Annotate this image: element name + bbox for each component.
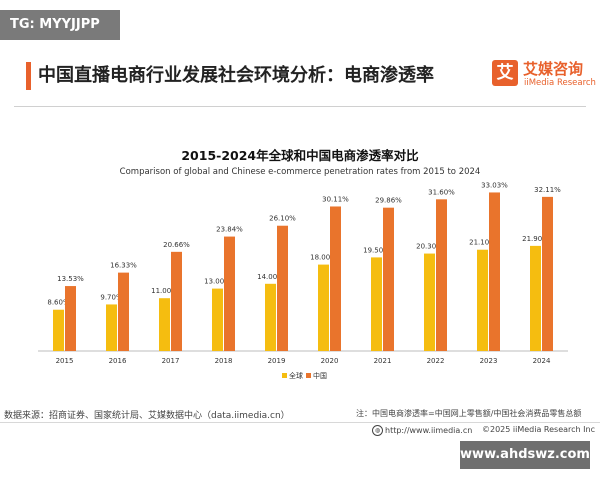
data-label-global-2020: 18.00% xyxy=(310,254,337,262)
data-label-global-2018: 13.00% xyxy=(204,278,231,286)
x-tick-label-2015: 2015 xyxy=(56,357,74,365)
x-tick-label-2016: 2016 xyxy=(109,357,127,365)
data-label-china-2016: 16.33% xyxy=(110,262,137,270)
x-tick-label-2024: 2024 xyxy=(533,357,551,365)
bar-global-2024 xyxy=(530,245,541,351)
globe-icon: ◍ xyxy=(372,425,383,436)
chart-title: 2015-2024年全球和中国电商渗透率对比 xyxy=(181,148,419,163)
data-label-global-2019: 14.00% xyxy=(257,273,284,281)
x-tick-label-2021: 2021 xyxy=(374,357,392,365)
x-tick-label-2023: 2023 xyxy=(480,357,498,365)
bar-global-2016 xyxy=(106,304,117,351)
data-label-global-2016: 9.70% xyxy=(100,293,123,301)
data-label-global-2021: 19.50% xyxy=(363,246,390,254)
chart-subtitle: Comparison of global and Chinese e-comme… xyxy=(119,167,481,177)
footer-link[interactable]: ◍ http://www.iimedia.cn xyxy=(372,425,472,436)
iimedia-logo-icon: 艾 xyxy=(492,60,518,86)
source-text: 数据来源：招商证券、国家统计局、艾媒数据中心（data.iimedia.cn） xyxy=(4,411,290,421)
data-label-china-2019: 26.10% xyxy=(269,215,296,223)
bar-global-2022 xyxy=(424,253,435,351)
data-label-global-2015: 8.60% xyxy=(47,299,70,307)
footer-copyright: ©2025 iiMedia Research Inc xyxy=(482,425,595,434)
bar-china-2016 xyxy=(118,272,129,351)
watermark-bottom: www.ahdswz.com xyxy=(460,441,590,469)
watermark-top: TG: MYYJJPP xyxy=(0,10,120,40)
bar-china-2023 xyxy=(489,192,500,351)
data-label-china-2015: 13.53% xyxy=(57,275,84,283)
legend-label-china: 中国 xyxy=(313,371,327,380)
data-label-global-2017: 11.00% xyxy=(151,287,178,295)
logo-name-cn: 艾媒咨询 xyxy=(523,60,584,78)
data-label-china-2023: 33.03% xyxy=(481,181,508,189)
x-tick-label-2020: 2020 xyxy=(321,357,339,365)
data-label-global-2022: 20.30% xyxy=(416,243,443,251)
bar-global-2018 xyxy=(212,288,223,351)
data-label-china-2018: 23.84% xyxy=(216,226,243,234)
bar-global-2023 xyxy=(477,249,488,351)
bar-global-2019 xyxy=(265,283,276,351)
x-tick-label-2018: 2018 xyxy=(215,357,233,365)
data-label-global-2024: 21.90% xyxy=(522,235,549,243)
bar-china-2019 xyxy=(277,225,288,351)
x-tick-label-2019: 2019 xyxy=(268,357,286,365)
bar-china-2020 xyxy=(330,206,341,351)
x-tick-label-2022: 2022 xyxy=(427,357,445,365)
logo-name-en: iiMedia Research xyxy=(524,78,596,88)
data-label-china-2024: 32.11% xyxy=(534,186,561,194)
footer-url[interactable]: http://www.iimedia.cn xyxy=(385,426,473,435)
x-tick-label-2017: 2017 xyxy=(162,357,180,365)
bar-global-2015 xyxy=(53,309,64,351)
data-label-china-2021: 29.86% xyxy=(375,197,402,205)
bar-china-2015 xyxy=(65,286,76,351)
data-label-china-2020: 30.11% xyxy=(322,195,349,203)
bar-china-2018 xyxy=(224,236,235,351)
page-title: 中国直播电商行业发展社会环境分析：电商渗透率 xyxy=(38,65,434,86)
title-accent-bar xyxy=(26,62,31,90)
bar-global-2020 xyxy=(318,264,329,351)
bar-global-2017 xyxy=(159,298,170,351)
legend-label-global: 全球 xyxy=(289,371,303,380)
footer-divider xyxy=(0,422,600,423)
bar-global-2021 xyxy=(371,257,382,351)
note-text: 注：中国电商渗透率=中国网上零售额/中国社会消费品零售总额 xyxy=(356,409,582,418)
legend-swatch-global xyxy=(282,373,287,378)
bar-china-2021 xyxy=(383,207,394,351)
data-label-china-2017: 20.66% xyxy=(163,241,190,249)
bar-china-2024 xyxy=(542,196,553,351)
legend-swatch-china xyxy=(306,373,311,378)
bar-china-2017 xyxy=(171,251,182,351)
header-divider xyxy=(14,106,586,107)
data-label-china-2022: 31.60% xyxy=(428,188,455,196)
bar-china-2022 xyxy=(436,199,447,351)
data-label-global-2023: 21.10% xyxy=(469,239,496,247)
